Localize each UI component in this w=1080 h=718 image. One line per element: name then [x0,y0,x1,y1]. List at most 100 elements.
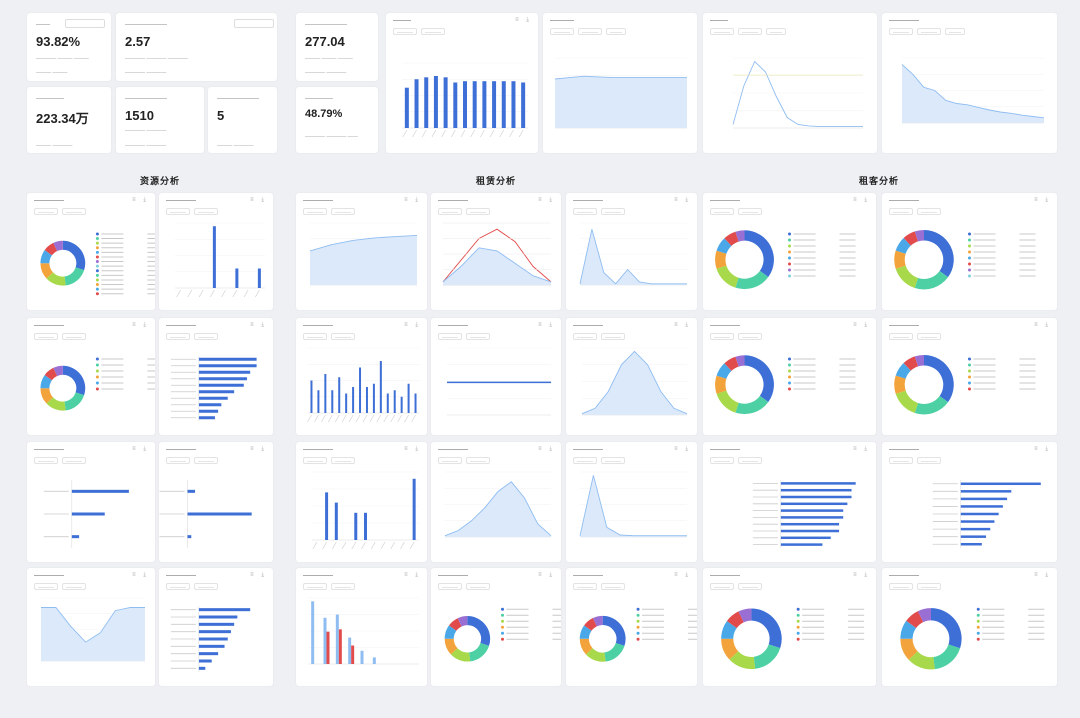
chart-tools[interactable]: ≡ ⤓ [674,197,691,203]
bar [404,87,409,128]
section-title-tenant: 租客分析 [859,176,900,186]
chart-tools[interactable]: ≡ ⤓ [404,446,421,452]
kpi-selector[interactable] [65,19,105,28]
chart-tools[interactable]: ≡ ⤓ [132,197,149,203]
tick-label [348,414,354,423]
chart-filters: ———— ———— [573,208,625,215]
donut-slice [53,365,64,377]
chart-title: ————— [438,573,468,579]
chart-tools[interactable]: ≡ ⤓ [674,322,691,328]
chart-card: ————— ≡ ⤓ ———— ———— [296,442,427,562]
chart-filters: ———— ———— [438,583,490,590]
bar [372,657,376,664]
chart-tools[interactable]: ≡ ⤓ [853,446,870,452]
donut-slice [592,615,603,627]
legend-swatch [788,256,791,260]
chart-tools[interactable]: ≡ ⤓ [674,446,691,452]
chart-tools[interactable]: ≡ ⤓ [853,322,870,328]
chart-title: ————— [34,447,64,453]
chart-filters: ———— ———— [303,457,355,464]
chart-tools[interactable]: ≡ ⤓ [853,572,870,578]
legend-swatch [636,613,640,617]
bar [960,520,995,523]
legend-swatch [788,268,791,272]
chart-svg [579,607,697,662]
legend-swatch [95,363,99,367]
chart-tools[interactable]: ≡ ⤓ [250,322,267,328]
top-bar-chart-card: ——— ≡ ⤓ ———— ———— [386,13,538,153]
kpi-sub: ———— ———— [125,128,167,134]
bar [187,535,192,539]
chart-filters: ———— ———— ——— [710,28,786,35]
chart-filters: ———— ———— [303,583,355,590]
chart-filters: ———— ———— [573,333,625,340]
legend-swatch [501,619,504,623]
tick-label [312,541,318,550]
chart-tools[interactable]: ≡ ⤓ [250,572,267,578]
chart-title: ————— [34,323,64,329]
chart-tools[interactable]: ≡ ⤓ [538,197,555,203]
legend-swatch [636,637,640,641]
chart-title: ————— [889,573,919,579]
bar [354,512,358,540]
chart-tools[interactable]: ≡ ⤓ [132,446,149,452]
bar [511,81,516,128]
chart-title: ————— [34,573,64,579]
chart-tools[interactable]: ≡ ⤓ [1034,572,1051,578]
bar [364,512,367,540]
chart-svg [444,607,561,662]
donut-slice [923,354,954,403]
chart-tools[interactable]: ≡ ⤓ [404,322,421,328]
legend-swatch [968,244,971,248]
legend-swatch [95,273,99,277]
chart-tools[interactable]: ≡ ⤓ [1034,197,1051,203]
chart-tools[interactable]: ≡ ⤓ [250,197,267,203]
chart-tools[interactable]: ≡ ⤓ [538,446,555,452]
chart-tools[interactable]: ≡ ⤓ [853,197,870,203]
chart-svg [900,607,1045,670]
legend-swatch [968,274,971,278]
donut-slice [917,608,932,623]
legend-swatch [968,256,971,260]
chart-tools[interactable]: ≡ ⤓ [250,446,267,452]
donut-slice [932,644,961,670]
chart-tools[interactable]: ≡ ⤓ [404,197,421,203]
bar [324,374,327,413]
kpi-card-5: —————— 1510 ———— ———— ———— ———— [116,87,204,153]
bar [198,396,228,400]
chart-filters: ———— ———— ——— [550,28,626,35]
chart-card: ————— ≡ ⤓ ———— ———— [703,193,876,310]
bar [359,367,362,413]
chart-filters: ———— ———— [393,28,445,35]
kpi-sub: ———— ——— ——— [36,56,89,62]
chart-tools[interactable]: ≡ ⤓ [674,572,691,578]
chart-tools[interactable]: ≡ ⤓ [538,322,555,328]
chart-svg [444,471,552,538]
chart-svg [308,597,419,665]
bar [482,81,487,128]
donut-slice [724,231,739,247]
chart-tools[interactable]: ≡ ⤓ [404,572,421,578]
kpi-sub: ———— ———— —— [305,134,358,140]
bar [351,645,355,664]
chart-tools[interactable]: ≡ ⤓ [1034,322,1051,328]
legend-swatch [788,274,791,278]
area-fill [580,475,687,537]
legend-swatch [788,244,791,248]
top-decay-chart [901,57,1045,124]
chart-title: ————— [166,323,196,329]
chart-tools[interactable]: ≡ ⤓ [515,17,532,23]
chart-tools[interactable]: ≡ ⤓ [132,322,149,328]
legend-swatch [501,637,504,641]
kpi-sub: ———— ———— [125,143,167,149]
bar [463,81,467,128]
bar [443,77,448,128]
chart-tools[interactable]: ≡ ⤓ [132,572,149,578]
bar [198,630,231,634]
chart-title: ————— [303,447,333,453]
chart-title: ————— [438,198,468,204]
chart-tools[interactable]: ≡ ⤓ [538,572,555,578]
chart-tools[interactable]: ≡ ⤓ [1034,446,1051,452]
kpi-selector[interactable] [234,19,274,28]
legend-swatch [976,625,980,629]
